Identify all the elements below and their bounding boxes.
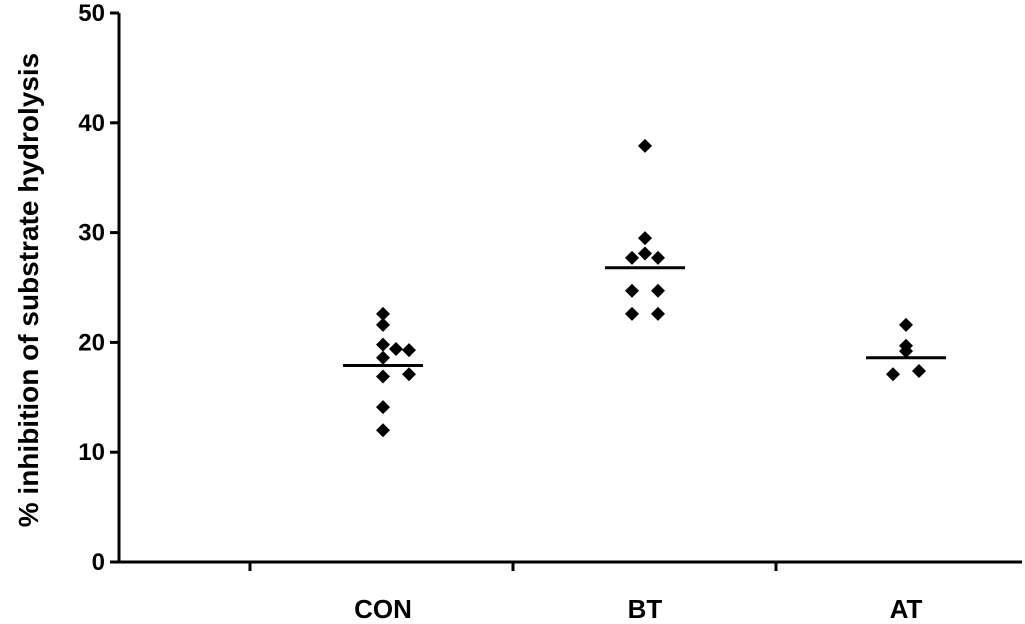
data-point-bt: [625, 306, 639, 321]
y-tick-label: 0: [92, 549, 105, 576]
data-point-bt: [638, 246, 652, 261]
x-tick-label-at: AT: [890, 594, 923, 624]
data-point-at: [912, 363, 926, 378]
data-points: [376, 138, 926, 438]
x-tick-label-con: CON: [354, 594, 412, 624]
data-point-con: [376, 400, 390, 415]
data-point-bt: [651, 250, 665, 265]
y-tick-label: 30: [78, 220, 105, 247]
data-point-bt: [651, 306, 665, 321]
data-point-con: [376, 350, 390, 365]
x-axis-ticks: CON BT AT: [248, 562, 923, 624]
data-point-bt: [651, 283, 665, 298]
data-point-con: [402, 367, 416, 382]
data-point-at: [899, 317, 913, 332]
y-axis-title: % inhibition of substrate hydrolysis: [13, 53, 44, 528]
data-point-bt: [625, 250, 639, 265]
data-point-con: [376, 369, 390, 384]
y-tick-label: 20: [78, 329, 105, 356]
data-point-con: [376, 317, 390, 332]
data-point-bt: [625, 283, 639, 298]
y-tick-label: 50: [78, 0, 105, 27]
data-point-bt: [638, 138, 652, 153]
mean-lines: [343, 266, 946, 367]
x-tick-label-bt: BT: [628, 594, 663, 624]
y-axis-ticks: 0 10 20 30 40 50: [78, 0, 119, 576]
data-point-con: [402, 343, 416, 358]
axes: [117, 13, 1022, 564]
y-tick-label: 10: [78, 439, 105, 466]
data-point-at: [899, 344, 913, 359]
data-point-at: [886, 367, 900, 382]
data-point-con: [376, 423, 390, 438]
data-point-bt: [638, 231, 652, 246]
y-tick-label: 40: [78, 110, 105, 137]
data-point-con: [376, 306, 390, 321]
data-point-con: [389, 341, 403, 356]
data-point-con: [376, 337, 390, 352]
